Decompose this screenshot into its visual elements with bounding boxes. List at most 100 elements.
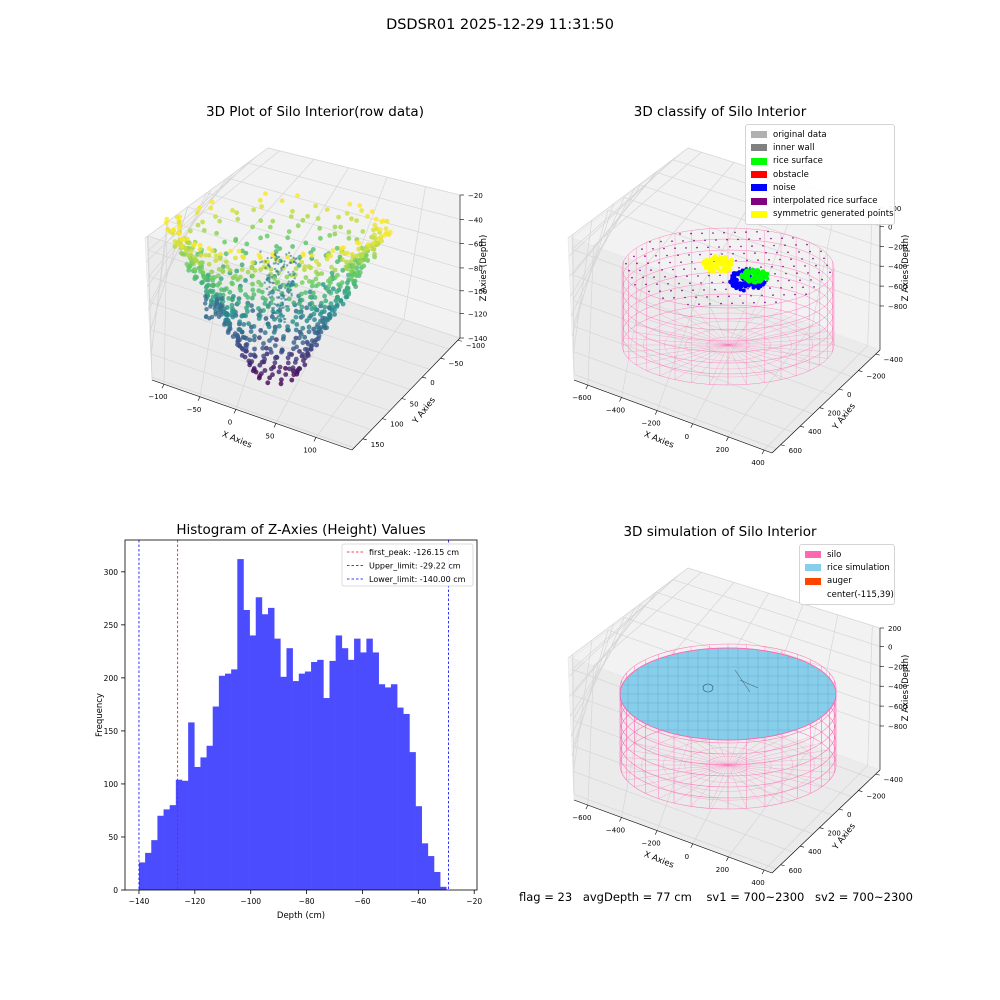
raw-point [284,286,287,290]
x-tick-label: 0 [685,853,689,861]
y-tick [362,438,367,441]
raw-point [222,311,228,317]
y-tick-label: 0 [847,391,851,399]
silo-floor-spoke [727,742,822,766]
y-grid-line [572,607,636,721]
raw-point [282,296,285,300]
legend-entry: auger [805,575,889,588]
silo-floor-spoke [727,764,766,807]
raw-point [192,266,198,272]
interpolated-surface-point [740,245,742,248]
raw-point [218,312,224,317]
raw-point [296,263,302,268]
x-grid-line [403,186,426,320]
raw-point [251,366,257,371]
raw-point [257,313,263,319]
raw-point [265,321,271,327]
raw-point [278,307,281,310]
raw-point [324,256,330,262]
z-tick-label: −800 [888,303,907,311]
raw-point [303,355,308,361]
raw-point [235,342,240,347]
interpolated-surface-point [671,240,673,242]
interpolated-surface-point [804,265,806,267]
histogram-bar [329,660,336,890]
raw-point [348,268,354,274]
raw-point [269,366,274,372]
raw-point [240,334,246,340]
raw-point [276,303,280,306]
x-tick-label: 400 [751,459,764,467]
interpolated-surface-point [694,268,696,270]
raw-point [293,335,299,341]
raw-point [201,275,207,280]
raw-point [265,304,271,310]
raw-point [324,325,329,331]
raw-point [272,360,278,366]
simulation-3d-axes[interactable]: −600 −400 −200 0 200 400 −400 −200 0 200 400 600 200… [550,520,920,890]
y-grid-line [573,793,777,870]
y-axis-line [771,349,881,454]
interpolated-surface-point [663,247,665,250]
interpolated-surface-point [669,261,671,264]
interpolated-surface-point [728,295,730,298]
y-tick [858,370,863,372]
histogram-bar [427,856,435,890]
raw-point [287,305,290,308]
histogram-bar [292,681,300,890]
raw-point [250,287,256,293]
interpolated-surface-point [764,301,766,304]
raw-point [200,219,205,225]
interpolated-surface-point [820,250,822,253]
histogram-bar [286,648,293,890]
raw-point [176,225,182,231]
rice-surface-point [751,271,755,276]
raw-point [346,272,351,278]
raw-point [227,268,233,273]
raw-point [324,207,330,212]
interpolated-surface-point [780,287,782,289]
interpolated-surface-point [709,303,711,305]
x-tick [197,396,201,401]
interpolated-surface-point [809,250,811,253]
x-grid-line [222,159,315,261]
rice-surface-point [741,274,745,279]
histogram-bar [360,652,367,890]
raw-3d-axes[interactable]: −100 −50 0 50 100 −100 −50 0 50 100 150 −20 −40 −60 −8… [130,100,500,470]
y-tick-label: −400 [884,356,903,364]
interpolated-surface-point [731,302,733,305]
raw-point [287,280,291,283]
y-tick [819,407,824,409]
symmetric-point [718,255,723,260]
legend-label: original data [773,129,827,140]
raw-point [262,368,268,373]
z-grid-line [570,617,625,737]
raw-point [264,233,270,239]
interpolated-surface-point [783,294,785,296]
raw-point [250,260,255,266]
raw-point [360,229,366,234]
histogram-bar [378,684,386,890]
histogram-axes[interactable]: Histogram of Z-Axies (Height) Values −140… [80,520,500,920]
interpolated-surface-point [656,283,658,285]
raw-point [281,301,284,304]
silo-floor-spoke [727,749,830,766]
raw-point [209,275,215,281]
interpolated-surface-point [625,262,627,265]
interpolated-surface-point [748,238,750,240]
raw-point [381,233,387,238]
raw-point [296,309,302,315]
x-grid-line [645,162,735,266]
raw-point [270,295,274,298]
z-grid-line [640,184,881,267]
interpolated-surface-point [734,231,736,234]
raw-point [313,203,318,209]
raw-point [291,280,294,283]
raw-point [238,274,243,280]
y-tick [401,398,406,400]
raw-point [259,250,262,253]
raw-point [223,251,229,257]
raw-point [249,264,254,270]
raw-point [315,216,321,221]
histogram-bar [268,607,275,890]
